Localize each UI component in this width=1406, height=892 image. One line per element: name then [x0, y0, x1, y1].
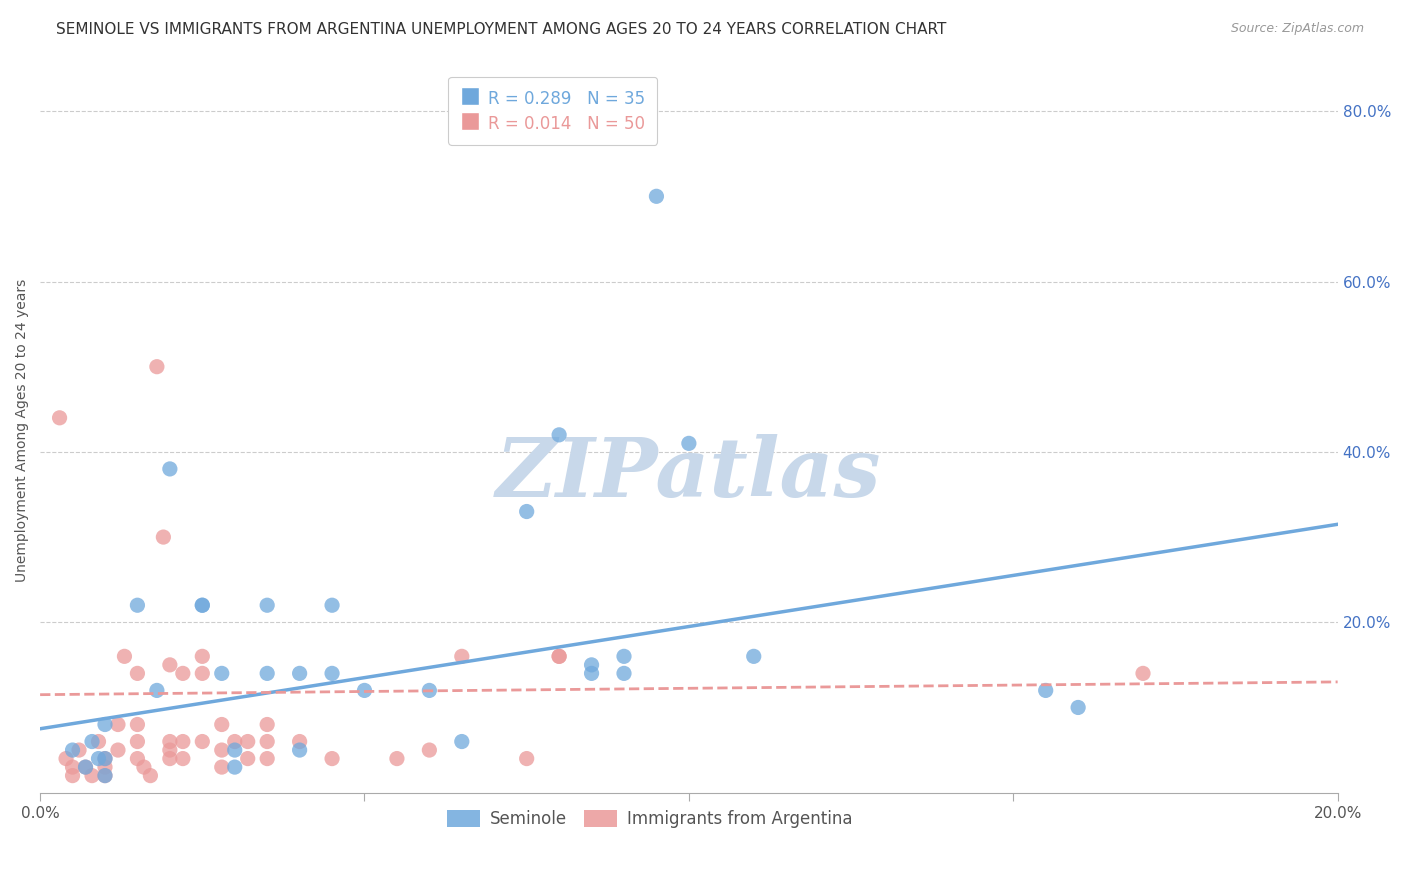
- Point: [191, 599, 214, 613]
- Point: [1067, 700, 1090, 714]
- Point: [224, 743, 246, 757]
- Point: [67, 743, 90, 757]
- Point: [224, 734, 246, 748]
- Point: [94, 769, 117, 783]
- Text: SEMINOLE VS IMMIGRANTS FROM ARGENTINA UNEMPLOYMENT AMONG AGES 20 TO 24 YEARS COR: SEMINOLE VS IMMIGRANTS FROM ARGENTINA UN…: [56, 22, 946, 37]
- Point: [418, 743, 440, 757]
- Point: [256, 751, 278, 765]
- Point: [62, 743, 84, 757]
- Point: [645, 189, 668, 203]
- Point: [211, 760, 233, 774]
- Point: [159, 751, 181, 765]
- Legend: Seminole, Immigrants from Argentina: Seminole, Immigrants from Argentina: [440, 804, 859, 835]
- Point: [172, 751, 194, 765]
- Point: [172, 734, 194, 748]
- Point: [256, 734, 278, 748]
- Point: [75, 760, 97, 774]
- Point: [139, 769, 162, 783]
- Point: [80, 734, 103, 748]
- Point: [114, 649, 136, 664]
- Point: [87, 751, 110, 765]
- Point: [450, 649, 472, 664]
- Point: [159, 462, 181, 476]
- Point: [353, 683, 375, 698]
- Point: [127, 734, 149, 748]
- Point: [288, 734, 311, 748]
- Point: [191, 734, 214, 748]
- Point: [236, 751, 259, 765]
- Point: [127, 666, 149, 681]
- Text: Source: ZipAtlas.com: Source: ZipAtlas.com: [1230, 22, 1364, 36]
- Point: [159, 657, 181, 672]
- Point: [172, 666, 194, 681]
- Point: [55, 751, 77, 765]
- Point: [288, 743, 311, 757]
- Point: [132, 760, 155, 774]
- Point: [321, 666, 343, 681]
- Point: [385, 751, 408, 765]
- Point: [94, 769, 117, 783]
- Point: [48, 410, 70, 425]
- Point: [152, 530, 174, 544]
- Point: [1132, 666, 1154, 681]
- Point: [236, 734, 259, 748]
- Point: [256, 717, 278, 731]
- Point: [107, 743, 129, 757]
- Text: ZIPatlas: ZIPatlas: [496, 434, 882, 514]
- Point: [256, 666, 278, 681]
- Point: [87, 734, 110, 748]
- Point: [146, 683, 169, 698]
- Point: [288, 666, 311, 681]
- Point: [146, 359, 169, 374]
- Point: [80, 769, 103, 783]
- Point: [94, 760, 117, 774]
- Point: [127, 717, 149, 731]
- Point: [224, 760, 246, 774]
- Point: [678, 436, 700, 450]
- Point: [1035, 683, 1057, 698]
- Point: [516, 504, 538, 518]
- Point: [191, 666, 214, 681]
- Point: [94, 751, 117, 765]
- Point: [256, 599, 278, 613]
- Point: [613, 649, 636, 664]
- Point: [94, 717, 117, 731]
- Point: [548, 427, 571, 442]
- Point: [94, 751, 117, 765]
- Point: [159, 734, 181, 748]
- Point: [548, 649, 571, 664]
- Point: [321, 751, 343, 765]
- Point: [211, 666, 233, 681]
- Point: [62, 769, 84, 783]
- Y-axis label: Unemployment Among Ages 20 to 24 years: Unemployment Among Ages 20 to 24 years: [15, 279, 30, 582]
- Point: [418, 683, 440, 698]
- Point: [75, 760, 97, 774]
- Point: [191, 599, 214, 613]
- Point: [581, 666, 603, 681]
- Point: [159, 743, 181, 757]
- Point: [742, 649, 765, 664]
- Point: [321, 599, 343, 613]
- Point: [450, 734, 472, 748]
- Point: [107, 717, 129, 731]
- Point: [516, 751, 538, 765]
- Point: [581, 657, 603, 672]
- Point: [211, 743, 233, 757]
- Point: [127, 599, 149, 613]
- Point: [211, 717, 233, 731]
- Point: [127, 751, 149, 765]
- Point: [613, 666, 636, 681]
- Point: [62, 760, 84, 774]
- Point: [548, 649, 571, 664]
- Point: [191, 649, 214, 664]
